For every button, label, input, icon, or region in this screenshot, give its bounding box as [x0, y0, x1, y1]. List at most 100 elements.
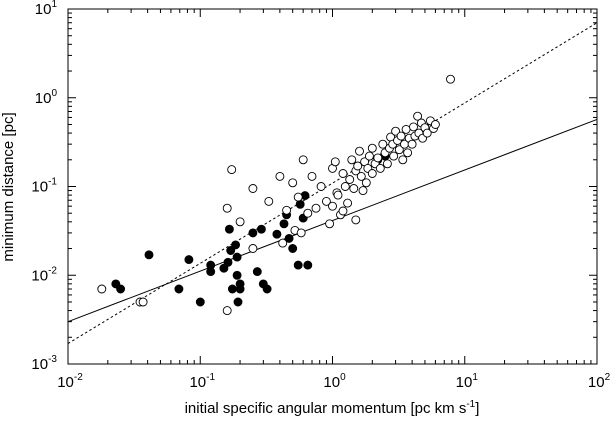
open-data-point	[316, 182, 326, 191]
filled-data-point	[144, 250, 154, 260]
plot-frame	[67, 8, 598, 365]
open-data-point	[343, 198, 353, 208]
open-data-point	[222, 306, 232, 316]
open-data-point	[303, 208, 313, 218]
y-tick-label: 101	[35, 0, 58, 18]
x-tick-label: 100	[323, 372, 346, 391]
filled-data-point	[272, 229, 282, 239]
open-data-point	[296, 228, 306, 238]
filled-data-point	[262, 284, 272, 294]
filled-data-point	[288, 244, 298, 253]
open-data-point	[311, 203, 321, 213]
open-data-point	[355, 146, 364, 156]
open-data-point	[330, 157, 340, 167]
filled-data-point	[233, 297, 243, 307]
open-data-point	[409, 122, 418, 132]
fit-line-dotted	[67, 22, 598, 344]
open-data-point	[401, 124, 411, 134]
open-data-point	[398, 155, 408, 165]
open-data-point	[282, 205, 292, 215]
open-data-point	[364, 151, 374, 161]
x-tick-label: 101	[456, 372, 479, 391]
filled-data-point	[116, 284, 126, 294]
open-data-point	[407, 139, 417, 149]
open-data-point	[345, 175, 355, 184]
open-data-point	[338, 169, 348, 178]
filled-data-point	[231, 240, 241, 250]
open-data-point	[340, 182, 350, 191]
open-data-point	[248, 244, 258, 253]
open-data-point	[446, 74, 455, 84]
filled-data-point	[303, 260, 313, 270]
open-data-point	[367, 143, 377, 153]
open-data-point	[138, 297, 148, 307]
open-data-point	[275, 171, 285, 181]
open-data-point	[378, 139, 388, 149]
filled-data-point	[252, 267, 262, 277]
open-data-point	[288, 178, 298, 188]
open-data-point	[97, 284, 107, 294]
filled-data-point	[227, 284, 237, 294]
open-data-point	[373, 153, 383, 163]
open-data-point	[367, 169, 377, 178]
open-data-point	[338, 206, 348, 216]
x-tick-label: 10-1	[189, 372, 215, 391]
y-tick-label: 100	[35, 88, 58, 107]
data-points	[97, 74, 455, 316]
y-tick-label: 10-1	[31, 177, 57, 196]
open-data-point	[222, 203, 232, 213]
filled-data-point	[184, 255, 194, 265]
open-data-point	[422, 128, 432, 138]
open-data-point	[391, 126, 401, 136]
open-data-point	[298, 155, 308, 165]
filled-data-point	[235, 279, 245, 289]
open-data-point	[394, 145, 404, 155]
open-data-point	[264, 196, 274, 206]
open-data-point	[321, 196, 331, 206]
open-data-point	[375, 163, 385, 173]
filled-data-point	[195, 297, 205, 307]
open-data-point	[307, 171, 317, 181]
y-tick-label: 10-3	[31, 354, 57, 373]
y-tick-label: 10-2	[31, 265, 57, 284]
open-data-point	[430, 120, 440, 129]
filled-data-point	[206, 267, 216, 277]
open-data-point	[403, 148, 413, 158]
filled-data-point	[232, 270, 242, 280]
open-data-point	[413, 111, 423, 121]
open-data-point	[353, 161, 363, 171]
open-data-point	[227, 165, 237, 175]
filled-data-point	[293, 260, 303, 270]
filled-data-point	[295, 199, 305, 209]
x-axis-label: initial specific angular momentum [pc km…	[185, 399, 480, 417]
open-data-point	[361, 178, 371, 188]
open-data-point	[333, 190, 343, 200]
open-data-point	[278, 238, 288, 248]
open-data-point	[293, 192, 303, 202]
open-data-point	[349, 184, 359, 193]
open-data-point	[351, 215, 361, 225]
y-axis-label: minimum distance [pc]	[0, 112, 17, 261]
filled-data-point	[232, 252, 242, 262]
open-data-point	[328, 201, 337, 211]
open-data-point	[248, 184, 258, 193]
axis-ticks	[67, 8, 598, 365]
open-data-point	[358, 186, 368, 196]
filled-data-point	[226, 246, 236, 255]
open-data-point	[235, 217, 245, 227]
filled-data-point	[279, 219, 289, 229]
open-data-point	[356, 171, 366, 181]
filled-data-point	[223, 257, 233, 267]
open-data-point	[389, 151, 399, 161]
fit-lines	[67, 22, 598, 344]
filled-data-point	[284, 233, 294, 243]
x-tick-label: 102	[588, 372, 610, 391]
open-data-point	[382, 159, 392, 169]
open-data-point	[396, 131, 406, 141]
filled-data-point	[248, 228, 258, 238]
open-data-point	[347, 155, 357, 165]
x-tick-label: 10-2	[57, 372, 83, 391]
filled-data-point	[256, 224, 266, 234]
